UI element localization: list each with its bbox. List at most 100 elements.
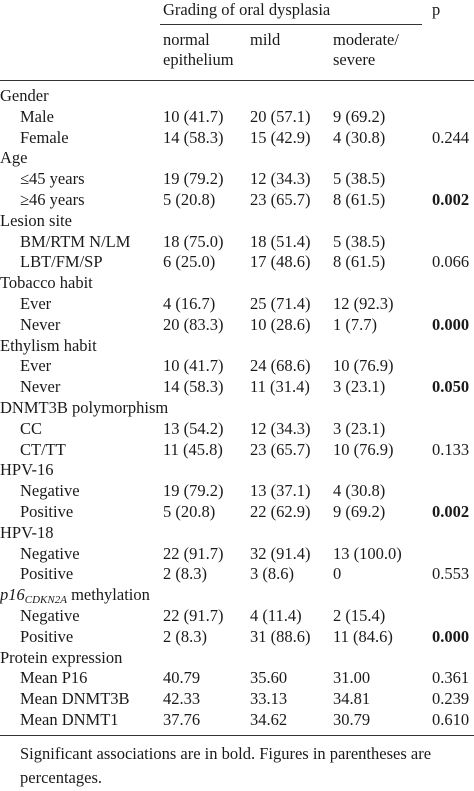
cell-p-value: 0.244 xyxy=(432,127,470,147)
cell-mild: 17 (48.6) xyxy=(250,252,311,272)
cell-normal: 5 (20.8) xyxy=(163,502,216,521)
category-label: Tobacco habit xyxy=(0,273,93,293)
category-label: Protein expression xyxy=(0,647,123,667)
category-label: HPV-18 xyxy=(0,522,54,542)
cell-p-value: 0.000 xyxy=(432,314,470,334)
category-label: p16CDKN2A methylation xyxy=(0,585,150,606)
cell-normal: 22 (91.7) xyxy=(163,606,224,625)
cell-moderate-severe: 8 (61.5) xyxy=(333,252,386,272)
cell-mild: 20 (57.1) xyxy=(250,106,311,126)
row-label: Ever xyxy=(20,356,52,376)
cell-normal: 5 (20.8) xyxy=(163,190,216,209)
group-rule xyxy=(160,24,422,25)
cell-normal: 40.79 xyxy=(163,668,201,688)
row-label: Never xyxy=(20,314,61,334)
row-label: ≥46 years xyxy=(20,190,85,209)
cell-moderate-severe: 3 (23.1) xyxy=(333,377,386,397)
cell-mild: 32 (91.4) xyxy=(250,543,311,563)
col-mild-header: mild xyxy=(250,30,281,49)
cell-mild: 35.60 xyxy=(250,668,288,688)
cell-p-value: 0.610 xyxy=(432,710,470,729)
group-title: Grading of oral dysplasia xyxy=(163,0,331,19)
header-rule xyxy=(0,80,474,81)
cell-mild: 31 (88.6) xyxy=(250,626,311,646)
cell-moderate-severe: 13 (100.0) xyxy=(333,543,402,563)
cell-normal: 4 (16.7) xyxy=(163,294,216,313)
cell-mild: 10 (28.6) xyxy=(250,314,311,334)
row-label: CT/TT xyxy=(20,439,66,459)
category-label: Lesion site xyxy=(0,210,72,230)
cell-moderate-severe: 1 (7.7) xyxy=(333,314,377,334)
cell-normal: 10 (41.7) xyxy=(163,356,224,376)
cell-mild: 3 (8.6) xyxy=(250,564,294,584)
cell-normal: 2 (8.3) xyxy=(163,626,207,646)
cell-moderate-severe: 10 (76.9) xyxy=(333,439,394,459)
col-normal-header-2: epithelium xyxy=(163,50,234,69)
cell-mild: 23 (65.7) xyxy=(250,439,311,459)
cell-mild: 33.13 xyxy=(250,689,288,709)
cell-mild: 15 (42.9) xyxy=(250,127,311,147)
cell-moderate-severe: 31.00 xyxy=(333,668,371,688)
row-label: Ever xyxy=(20,294,52,313)
col-normal-header-1: normal xyxy=(163,30,210,49)
cell-moderate-severe: 4 (30.8) xyxy=(333,127,386,147)
cell-moderate-severe: 9 (69.2) xyxy=(333,502,386,521)
cell-moderate-severe: 5 (38.5) xyxy=(333,231,386,251)
cell-mild: 34.62 xyxy=(250,710,288,729)
cell-mild: 22 (62.9) xyxy=(250,502,311,521)
col-moderate-header-1: moderate/ xyxy=(333,30,399,49)
row-label: CC xyxy=(20,418,43,438)
row-label: LBT/FM/SP xyxy=(20,252,103,272)
cell-mild: 23 (65.7) xyxy=(250,190,311,209)
cell-normal: 2 (8.3) xyxy=(163,564,207,584)
cell-p-value: 0.002 xyxy=(432,502,470,521)
cell-moderate-severe: 5 (38.5) xyxy=(333,169,386,189)
cell-normal: 14 (58.3) xyxy=(163,127,224,147)
footnote: Significant associations are in bold. Fi… xyxy=(20,744,432,787)
cell-normal: 19 (79.2) xyxy=(163,481,224,501)
row-label: Negative xyxy=(20,481,80,501)
cell-p-value: 0.133 xyxy=(432,439,470,459)
cell-moderate-severe: 3 (23.1) xyxy=(333,418,386,438)
cell-mild: 12 (34.3) xyxy=(250,418,311,438)
cell-p-value: 0.361 xyxy=(432,668,470,688)
cell-normal: 42.33 xyxy=(163,689,201,709)
cell-p-value: 0.002 xyxy=(432,190,470,209)
cell-mild: 4 (11.4) xyxy=(250,606,302,625)
cell-normal: 22 (91.7) xyxy=(163,543,224,563)
cell-normal: 14 (58.3) xyxy=(163,377,224,397)
row-label: Never xyxy=(20,377,61,397)
bottom-rule xyxy=(0,735,474,736)
category-label: Ethylism habit xyxy=(0,335,97,355)
row-label: Positive xyxy=(20,564,74,584)
row-label: Negative xyxy=(20,606,80,625)
cell-moderate-severe: 8 (61.5) xyxy=(333,190,386,209)
cell-moderate-severe: 12 (92.3) xyxy=(333,294,394,313)
cell-normal: 18 (75.0) xyxy=(163,231,224,251)
row-label: Mean DNMT1 xyxy=(20,710,119,729)
cell-normal: 13 (54.2) xyxy=(163,418,224,438)
cell-mild: 11 (31.4) xyxy=(250,377,310,397)
row-label: Negative xyxy=(20,543,80,563)
cell-p-value: 0.066 xyxy=(432,252,470,272)
cell-mild: 25 (71.4) xyxy=(250,294,311,313)
col-moderate-header-2: severe xyxy=(333,50,376,69)
cell-moderate-severe: 2 (15.4) xyxy=(333,606,386,625)
cell-mild: 13 (37.1) xyxy=(250,481,311,501)
row-label: Female xyxy=(20,127,69,147)
gene-name: p16 xyxy=(0,585,25,605)
p-header: p xyxy=(432,0,441,19)
row-label: Positive xyxy=(20,502,74,521)
cell-mild: 12 (34.3) xyxy=(250,169,311,189)
category-label: DNMT3B polymorphism xyxy=(0,398,169,417)
gene-subscript: CDKN2A xyxy=(24,594,67,607)
cell-moderate-severe: 11 (84.6) xyxy=(333,626,393,646)
cell-normal: 10 (41.7) xyxy=(163,106,224,126)
category-label: Age xyxy=(0,148,28,168)
category-label-rest: methylation xyxy=(66,585,150,605)
row-label: BM/RTM N/LM xyxy=(20,231,131,251)
cell-moderate-severe: 10 (76.9) xyxy=(333,356,394,376)
cell-p-value: 0.553 xyxy=(432,564,470,584)
cell-normal: 6 (25.0) xyxy=(163,252,216,272)
row-label: Positive xyxy=(20,626,74,646)
